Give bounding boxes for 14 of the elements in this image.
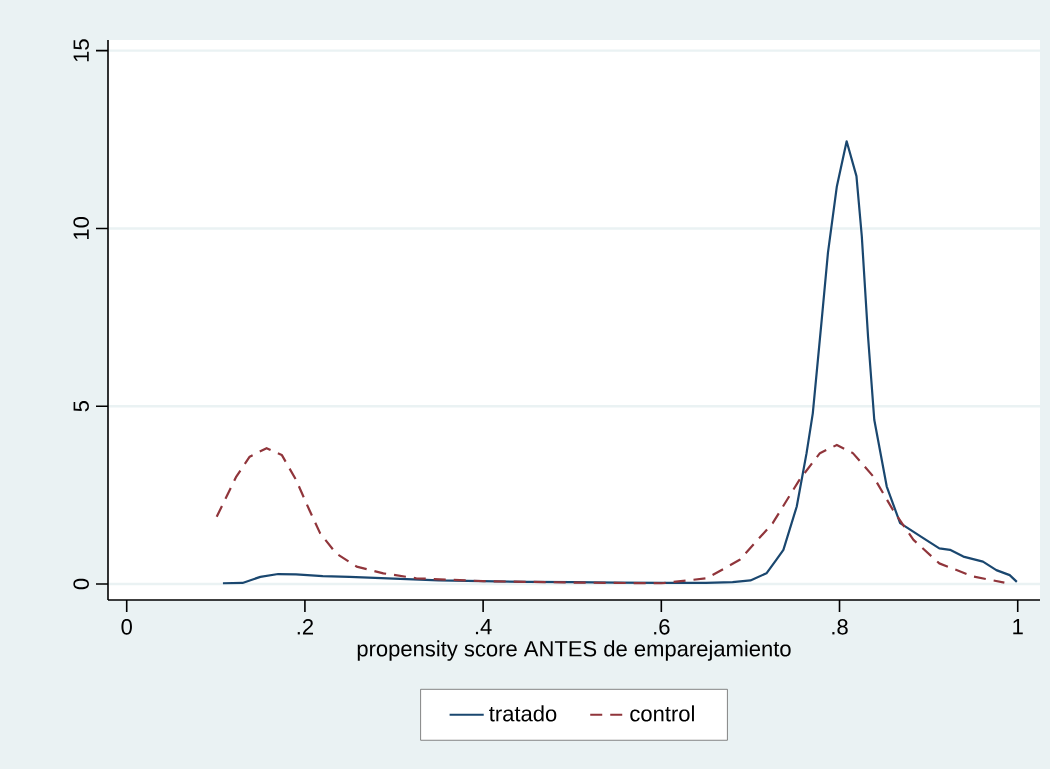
x-tick-label: .8 <box>832 619 848 635</box>
y-tick-label: 0 <box>73 578 89 590</box>
legend-label: tratado <box>489 705 557 722</box>
x-tick-label: .2 <box>297 619 313 635</box>
x-tick-label: 0 <box>121 619 132 635</box>
legend-label: control <box>630 705 694 722</box>
x-tick-label: .6 <box>654 619 670 635</box>
y-tick-label: 15 <box>73 39 89 62</box>
x-tick-label: 1 <box>1013 619 1023 635</box>
y-tick-label: 10 <box>73 217 89 239</box>
x-axis-title: propensity score ANTES de emparejamiento <box>357 640 791 661</box>
line-series <box>215 443 1006 585</box>
y-tick-label: 5 <box>73 401 89 412</box>
x-tick-label: .4 <box>475 619 492 635</box>
